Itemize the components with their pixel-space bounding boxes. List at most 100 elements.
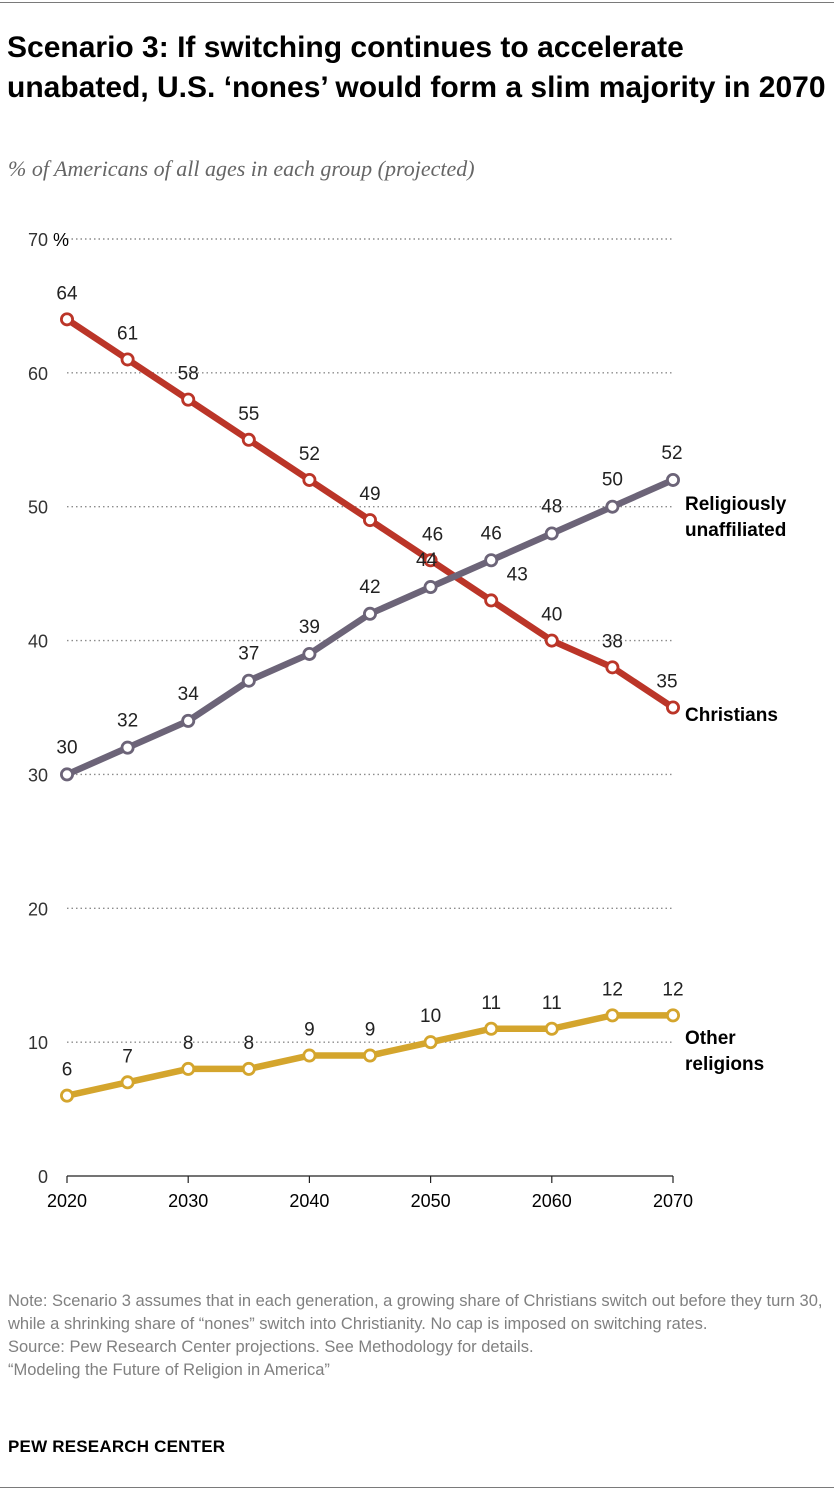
x-tick-label: 2040: [289, 1191, 329, 1211]
data-label-christians: 40: [541, 605, 562, 626]
data-labels: 6461585552494643403835Christians30323437…: [56, 283, 786, 1080]
x-tick-label: 2050: [411, 1191, 451, 1211]
data-point-unaffiliated: [544, 526, 559, 541]
data-label-other: 12: [662, 979, 683, 1000]
data-label-christians: 43: [507, 564, 528, 585]
data-point-unaffiliated: [241, 673, 256, 688]
pew-footer: PEW RESEARCH CENTER: [8, 1437, 226, 1456]
data-label-other: 6: [62, 1060, 73, 1081]
data-label-other: 9: [304, 1020, 315, 1041]
data-label-unaffiliated: 48: [541, 496, 562, 517]
report-title: “Modeling the Future of Religion in Amer…: [8, 1361, 330, 1379]
data-point-unaffiliated: [484, 553, 499, 568]
data-point-unaffiliated: [666, 472, 681, 487]
data-point-christians: [423, 553, 438, 568]
data-point-other: [181, 1061, 196, 1076]
chart-notes: Note: Scenario 3 assumes that in each ge…: [8, 1290, 833, 1382]
series-lines: [63, 316, 677, 1099]
data-label-christians: 64: [56, 283, 78, 304]
x-tick-label: 2060: [532, 1191, 572, 1211]
series-label-christians: Christians: [685, 705, 778, 726]
data-point-other: [302, 1048, 317, 1063]
data-point-other: [120, 1075, 135, 1090]
data-label-christians: 55: [238, 404, 259, 425]
data-point-unaffiliated: [423, 580, 438, 595]
data-label-unaffiliated: 42: [359, 577, 380, 598]
data-label-unaffiliated: 52: [661, 443, 682, 464]
note-text: Note: Scenario 3 assumes that in each ge…: [8, 1292, 823, 1333]
x-tick-label: 2030: [168, 1191, 208, 1211]
data-label-unaffiliated: 34: [178, 684, 200, 705]
data-label-other: 12: [602, 979, 623, 1000]
y-tick-label: 60: [28, 364, 48, 384]
data-label-christians: 38: [602, 631, 623, 652]
data-label-unaffiliated: 50: [602, 470, 623, 491]
data-label-unaffiliated: 39: [299, 617, 320, 638]
data-point-other: [544, 1021, 559, 1036]
data-label-other: 8: [183, 1033, 194, 1054]
y-tick-label: 70: [28, 230, 48, 250]
data-label-unaffiliated: 44: [416, 550, 438, 571]
series-points: [60, 312, 681, 1103]
x-axis: 2020 2030 2040 2050 2060 2070: [47, 1175, 693, 1211]
data-label-unaffiliated: 37: [238, 644, 259, 665]
data-point-other: [362, 1048, 377, 1063]
data-label-unaffiliated: 32: [117, 711, 138, 732]
data-label-other: 11: [542, 993, 562, 1014]
data-point-unaffiliated: [60, 767, 75, 782]
x-tick-label: 2020: [47, 1191, 87, 1211]
data-point-christians: [181, 392, 196, 407]
chart-title: Scenario 3: If switching continues to ac…: [7, 31, 826, 104]
data-label-other: 9: [365, 1020, 376, 1041]
top-rule: [0, 2, 834, 3]
x-tick-label: 2070: [653, 1191, 693, 1211]
y-unit-label: %: [53, 230, 69, 250]
data-point-christians: [484, 593, 499, 608]
data-point-christians: [666, 700, 681, 715]
data-point-unaffiliated: [605, 499, 620, 514]
y-tick-label: 50: [28, 498, 48, 518]
data-point-other: [666, 1008, 681, 1023]
series-label-unaffiliated: Religiously: [685, 494, 787, 515]
data-point-other: [484, 1021, 499, 1036]
y-tick-label: 0: [38, 1167, 48, 1187]
data-point-other: [241, 1061, 256, 1076]
data-point-christians: [362, 513, 377, 528]
data-label-christians: 46: [422, 524, 443, 545]
data-point-unaffiliated: [302, 646, 317, 661]
series-label-unaffiliated: unaffiliated: [685, 520, 786, 541]
data-point-unaffiliated: [120, 740, 135, 755]
data-point-other: [423, 1035, 438, 1050]
y-tick-label: 40: [28, 632, 48, 652]
data-point-unaffiliated: [362, 606, 377, 621]
series-label-other: religions: [685, 1054, 764, 1075]
data-point-christians: [605, 660, 620, 675]
data-point-other: [60, 1088, 75, 1103]
data-label-other: 8: [244, 1033, 255, 1054]
data-point-christians: [60, 312, 75, 327]
data-point-christians: [302, 472, 317, 487]
data-label-unaffiliated: 30: [56, 737, 77, 758]
data-label-other: 7: [122, 1046, 133, 1067]
data-label-christians: 61: [117, 323, 138, 344]
y-tick-label: 30: [28, 765, 48, 785]
data-point-other: [605, 1008, 620, 1023]
series-label-other: Other: [685, 1028, 736, 1049]
data-point-unaffiliated: [181, 713, 196, 728]
data-label-christians: 58: [178, 364, 199, 385]
bottom-rule: [0, 1487, 834, 1488]
data-label-christians: 49: [359, 484, 380, 505]
y-tick-label: 10: [28, 1033, 48, 1053]
data-label-christians: 52: [299, 444, 320, 465]
data-label-other: 10: [420, 1006, 441, 1027]
y-tick-label: 20: [28, 899, 48, 919]
source-text: Source: Pew Research Center projections.…: [8, 1338, 534, 1356]
data-label-unaffiliated: 46: [481, 523, 502, 544]
data-point-christians: [544, 633, 559, 648]
data-point-christians: [241, 432, 256, 447]
data-label-other: 11: [481, 993, 501, 1014]
data-point-christians: [120, 352, 135, 367]
data-label-christians: 35: [656, 672, 677, 693]
chart-subtitle: % of Americans of all ages in each group…: [8, 156, 475, 181]
